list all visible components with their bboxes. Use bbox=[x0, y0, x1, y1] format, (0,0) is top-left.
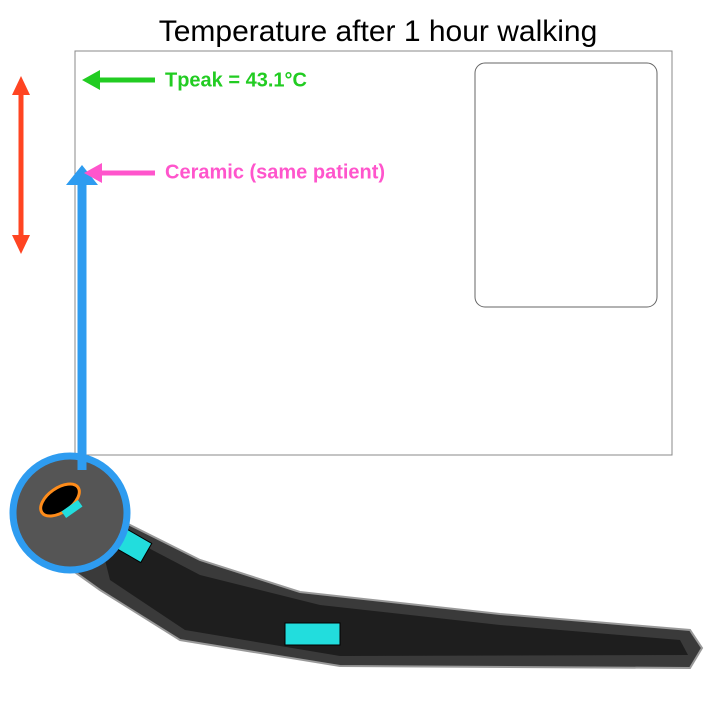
sensor-box bbox=[285, 623, 340, 645]
chart-title: Temperature after 1 hour walking bbox=[159, 15, 598, 48]
legend-box bbox=[475, 63, 657, 307]
annotation: Ceramic (same patient) bbox=[165, 161, 385, 183]
annotation: Tpeak = 43.1°C bbox=[165, 69, 307, 91]
chart: Temperature after 1 hour walking Tpeak =… bbox=[0, 0, 705, 699]
